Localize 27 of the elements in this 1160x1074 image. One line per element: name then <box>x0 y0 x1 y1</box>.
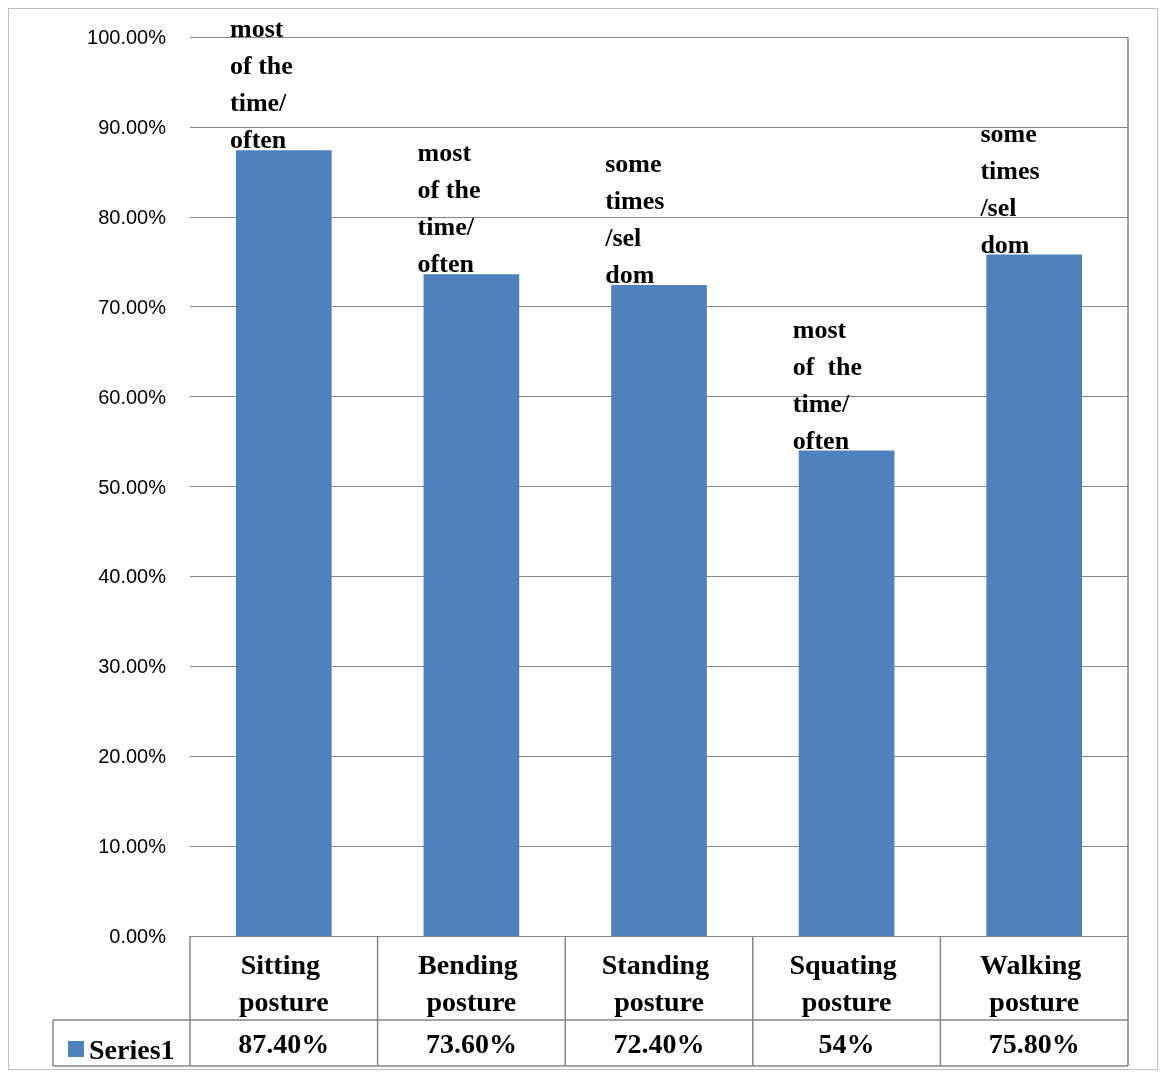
annotation: some times /sel dom <box>604 149 665 290</box>
y-tick-label: 20.00% <box>98 745 167 768</box>
y-tick-label: 50.00% <box>98 475 167 498</box>
annotation: some times /sel dom <box>979 118 1040 259</box>
y-tick-label: 40.00% <box>98 565 167 588</box>
y-tick-label: 80.00% <box>98 205 167 228</box>
x-tick-label: Bending posture <box>418 949 525 1017</box>
y-tick-label: 10.00% <box>98 835 167 858</box>
y-tick-label: 30.00% <box>98 655 167 678</box>
annotation: most of the time/ often <box>230 14 293 155</box>
text: 73.60% <box>425 1027 517 1059</box>
text: 54% <box>818 1027 875 1059</box>
x-tick-label: Standing posture <box>601 949 717 1017</box>
y-tick-label: 90.00% <box>98 115 167 138</box>
y-tick-label: 70.00% <box>98 295 167 318</box>
y-tick-label: 0.00% <box>109 925 167 947</box>
y-tick-label: 100.00% <box>87 26 167 48</box>
legend-label: Series1 <box>89 1033 175 1065</box>
annotation: most of the time/ often <box>792 314 863 455</box>
text: 75.80% <box>988 1027 1080 1059</box>
x-tick-label: Walking posture <box>980 949 1089 1017</box>
y-tick-label: 60.00% <box>98 385 167 408</box>
text: 72.40% <box>613 1027 705 1059</box>
x-tick-label: Sitting posture <box>238 949 329 1017</box>
x-tick-label: Squating posture <box>789 949 904 1017</box>
text: 87.40% <box>238 1027 330 1059</box>
annotation: most of the time/ often <box>417 138 481 279</box>
